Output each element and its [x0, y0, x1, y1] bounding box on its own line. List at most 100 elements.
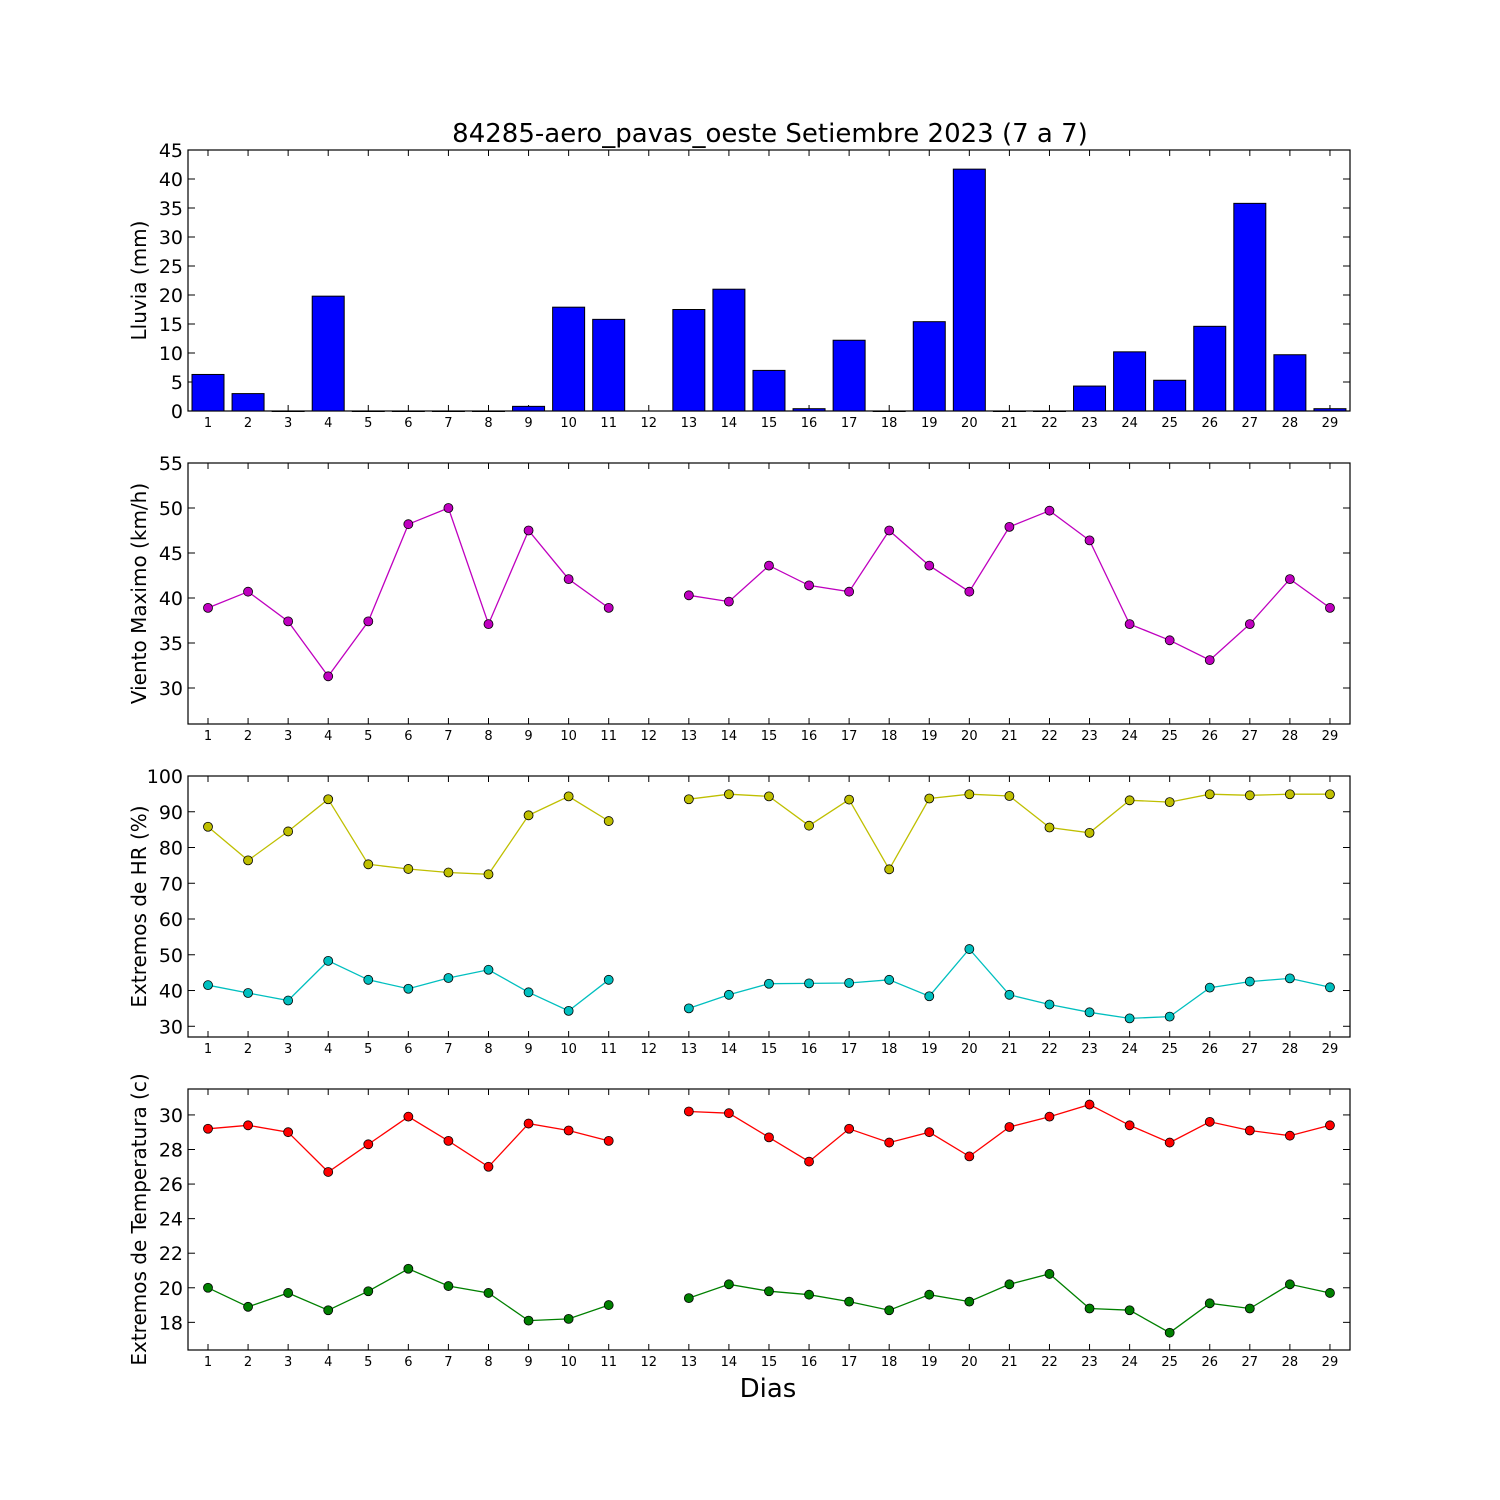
y-tick-label: 5	[171, 372, 183, 394]
data-point	[363, 1139, 374, 1150]
x-tick-label: 17	[841, 416, 858, 431]
y-tick-label: 90	[159, 802, 183, 824]
data-point	[483, 1288, 494, 1298]
data-point	[964, 944, 975, 954]
data-point	[1325, 789, 1335, 800]
data-point	[203, 980, 213, 991]
x-tick-label: 28	[1282, 729, 1299, 744]
data-point	[243, 586, 253, 597]
x-tick-label: 22	[1041, 1355, 1058, 1370]
data-point	[1044, 822, 1055, 833]
data-point	[1004, 989, 1015, 1000]
data-point	[724, 989, 734, 1000]
bar	[1073, 385, 1107, 412]
data-point	[243, 988, 253, 998]
x-tick-label: 11	[600, 416, 617, 431]
y-axis-label: Lluvia (mm)	[127, 221, 151, 341]
x-tick-label: 13	[681, 729, 698, 744]
data-point	[964, 789, 975, 800]
data-point	[924, 1127, 935, 1138]
x-tick-label: 5	[364, 1355, 372, 1370]
data-point	[1084, 1007, 1095, 1018]
x-tick-label: 3	[284, 729, 292, 744]
data-point	[1204, 1116, 1215, 1127]
data-point	[323, 1305, 334, 1316]
y-tick-label: 28	[159, 1139, 183, 1161]
data-point	[1044, 999, 1055, 1010]
x-tick-label: 2	[244, 1355, 252, 1370]
data-point	[283, 826, 294, 837]
x-tick-label: 1	[204, 1042, 212, 1057]
data-point	[563, 1125, 574, 1136]
data-point	[443, 867, 454, 878]
data-point	[1244, 976, 1255, 987]
x-tick-label: 4	[324, 1355, 332, 1370]
x-tick-label: 13	[681, 1042, 698, 1057]
data-point	[804, 580, 814, 591]
data-point	[1164, 797, 1175, 807]
data-point	[1084, 1303, 1095, 1314]
data-point	[924, 991, 935, 1002]
x-tick-label: 17	[841, 1355, 858, 1370]
data-point	[323, 955, 334, 966]
data-point	[1044, 1111, 1055, 1122]
x-tick-label: 9	[524, 729, 532, 744]
data-point	[844, 794, 855, 805]
y-tick-label: 20	[159, 285, 183, 307]
x-tick-label: 17	[841, 1042, 858, 1057]
data-point	[323, 1167, 334, 1177]
data-point	[1044, 1269, 1055, 1279]
x-tick-label: 9	[524, 416, 532, 431]
bar	[512, 405, 546, 412]
x-tick-label: 6	[404, 1355, 412, 1370]
data-point	[243, 1120, 253, 1131]
data-point	[563, 574, 574, 584]
data-point	[563, 1313, 574, 1324]
bar	[672, 309, 706, 412]
data-point	[1004, 791, 1015, 801]
y-tick-label: 50	[159, 498, 183, 520]
data-point	[1284, 1279, 1295, 1290]
x-tick-label: 26	[1201, 1355, 1218, 1370]
x-tick-label: 1	[204, 1355, 212, 1370]
x-tick-label: 7	[444, 729, 452, 744]
bar	[271, 410, 305, 412]
data-point	[964, 586, 975, 597]
x-tick-label: 21	[1001, 729, 1018, 744]
x-tick-label: 6	[404, 729, 412, 744]
data-point	[1325, 1120, 1335, 1131]
bar	[1113, 351, 1147, 412]
x-tick-label: 6	[404, 1042, 412, 1057]
data-point	[1325, 1288, 1335, 1298]
data-point	[283, 1288, 294, 1298]
data-point	[1044, 505, 1055, 516]
data-point	[884, 1137, 895, 1148]
bar	[752, 369, 786, 412]
data-point	[403, 983, 414, 994]
x-tick-label: 23	[1081, 1042, 1098, 1057]
data-point	[1204, 789, 1215, 800]
data-point	[804, 1156, 814, 1167]
data-point	[603, 816, 614, 826]
y-tick-label: 100	[147, 766, 183, 788]
data-point	[1124, 1305, 1135, 1316]
y-tick-label: 55	[159, 453, 183, 475]
x-tick-label: 4	[324, 1042, 332, 1057]
data-point	[363, 1286, 374, 1297]
x-tick-label: 23	[1081, 416, 1098, 431]
data-point	[1244, 1303, 1255, 1314]
x-tick-label: 10	[560, 416, 577, 431]
x-tick-label: 2	[244, 729, 252, 744]
data-point	[1284, 574, 1295, 584]
x-tick-label: 3	[284, 1355, 292, 1370]
data-point	[764, 560, 774, 571]
x-tick-label: 24	[1121, 729, 1138, 744]
x-tick-label: 29	[1322, 1355, 1339, 1370]
data-point	[884, 1305, 895, 1316]
data-point	[203, 1282, 213, 1293]
data-point	[603, 1300, 614, 1310]
data-point	[924, 560, 935, 571]
data-point	[1164, 1011, 1175, 1022]
